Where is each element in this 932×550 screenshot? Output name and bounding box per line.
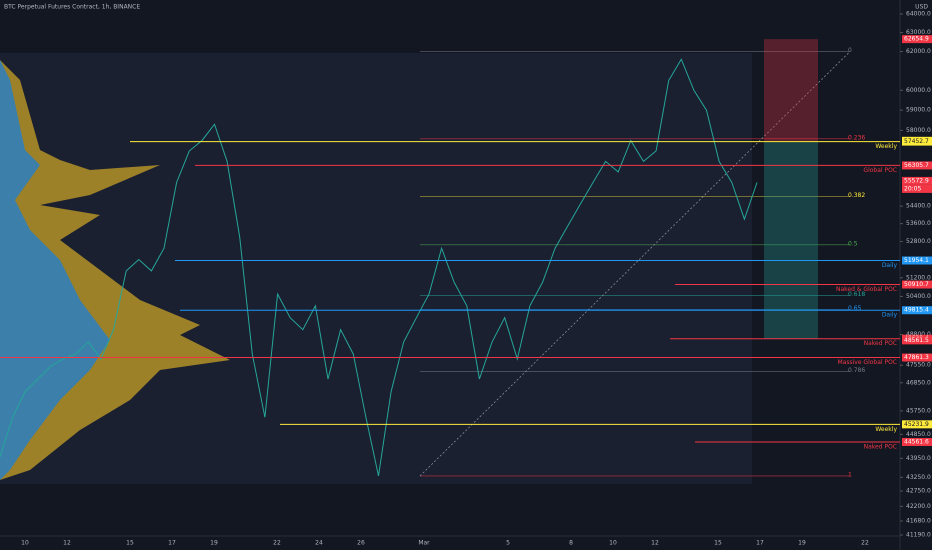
timer-tag xyxy=(902,184,932,193)
x-tick-label: 10 xyxy=(21,540,29,547)
y-tick-label: 50400.0 xyxy=(906,293,931,300)
y-tick-label: 48800.0 xyxy=(906,331,931,338)
price-tag xyxy=(902,256,932,265)
price-tag xyxy=(902,420,932,429)
x-tick-label: 17 xyxy=(756,540,764,547)
volume-profile xyxy=(0,60,110,480)
x-tick-label: 22 xyxy=(273,540,281,547)
range-shade xyxy=(0,53,752,484)
y-tick-label: 53600.0 xyxy=(906,220,931,227)
price-tag xyxy=(902,336,932,345)
y-tick-label: 47550.0 xyxy=(906,362,931,369)
y-tick-label: 59000.0 xyxy=(906,107,931,114)
level-label: Massive Global POC xyxy=(838,359,898,366)
fib-label: 0.5 xyxy=(848,240,858,247)
fib-label: 0.382 xyxy=(848,192,865,199)
price-tag xyxy=(902,176,932,185)
fib-label: 0 xyxy=(848,47,852,54)
x-tick-label: 15 xyxy=(126,540,134,547)
y-tick-label: 42200.0 xyxy=(906,503,931,510)
y-tick-label: 64000.0 xyxy=(906,11,931,18)
price-tag xyxy=(902,280,932,289)
price-tag xyxy=(902,437,932,446)
price-tag xyxy=(902,161,932,170)
y-tick-label: 62000.0 xyxy=(906,48,931,55)
price-tag-label: 55572.9 xyxy=(904,177,929,184)
fib-trend xyxy=(419,51,851,477)
y-tick-label: 52800.0 xyxy=(906,238,931,245)
fib-label: 0.236 xyxy=(848,134,865,141)
price-tag-label: 49815.4 xyxy=(904,307,929,314)
price-tag-label: 44561.6 xyxy=(904,438,929,445)
level-label: Daily xyxy=(882,312,898,319)
x-tick-label: 24 xyxy=(315,540,323,547)
y-tick-label: 43950.0 xyxy=(906,455,931,462)
x-tick-label: 10 xyxy=(609,540,617,547)
fib-label: 0.618 xyxy=(848,291,865,298)
x-tick-label: 19 xyxy=(210,540,218,547)
y-tick-label: 51200.0 xyxy=(906,274,931,281)
y-tick-label: 46850.0 xyxy=(906,379,931,386)
price-tag-label: 57452.7 xyxy=(904,138,929,145)
target-zone xyxy=(764,141,818,339)
level-label: Global POC xyxy=(863,167,897,174)
price-tag xyxy=(902,35,932,44)
price-tag-label: 56305.7 xyxy=(904,162,929,169)
x-tick-label: 19 xyxy=(798,540,806,547)
fib-label: 1 xyxy=(848,471,852,478)
y-tick-label: 41190.0 xyxy=(906,532,931,539)
price-tag-label: 47861.3 xyxy=(904,354,929,361)
x-tick-label: Mar xyxy=(418,540,430,547)
level-label: Weekly xyxy=(875,143,897,150)
y-tick-label: 44850.0 xyxy=(906,431,931,438)
x-tick-label: 5 xyxy=(506,540,510,547)
y-tick-label: 60000.0 xyxy=(906,87,931,94)
y-tick-label: 45750.0 xyxy=(906,407,931,414)
y-tick-label: 54400.0 xyxy=(906,203,931,210)
price-tag xyxy=(902,306,932,315)
level-label: Naked POC xyxy=(864,340,897,347)
x-tick-label: 22 xyxy=(861,540,869,547)
price-tag xyxy=(902,137,932,146)
x-tick-label: 8 xyxy=(569,540,573,547)
stop-zone xyxy=(764,39,818,142)
level-label: Naked & Global POC xyxy=(836,286,897,293)
timer-label: 20:05 xyxy=(904,185,921,192)
fib-label: 0.65 xyxy=(848,305,862,312)
price-tag-label: 45231.9 xyxy=(904,421,929,428)
price-line xyxy=(0,58,758,477)
price-tag-label: 50910.7 xyxy=(904,281,929,288)
y-tick-label: 43250.0 xyxy=(906,474,931,481)
x-tick-label: 12 xyxy=(651,540,659,547)
chart-title: BTC Perpetual Futures Contract, 1h, BINA… xyxy=(4,4,140,11)
y-tick-label: 42750.0 xyxy=(906,488,931,495)
currency: USD xyxy=(915,4,928,11)
x-tick-label: 17 xyxy=(168,540,176,547)
x-tick-label: 26 xyxy=(357,540,365,547)
y-tick-label: 58000.0 xyxy=(906,127,931,134)
price-tag-label: 51954.1 xyxy=(904,257,929,264)
price-tag-label: 62654.9 xyxy=(904,36,929,43)
price-tag-label: 48561.5 xyxy=(904,337,929,344)
y-tick-label: 63000.0 xyxy=(906,29,931,36)
x-tick-label: 12 xyxy=(63,540,71,547)
level-label: Weekly xyxy=(875,426,897,433)
price-tag xyxy=(902,353,932,362)
x-tick-label: 15 xyxy=(714,540,722,547)
level-label: Naked POC xyxy=(864,443,897,450)
fib-label: 0.786 xyxy=(848,367,865,374)
level-label: Daily xyxy=(882,262,898,269)
y-tick-label: 41680.0 xyxy=(906,518,931,525)
